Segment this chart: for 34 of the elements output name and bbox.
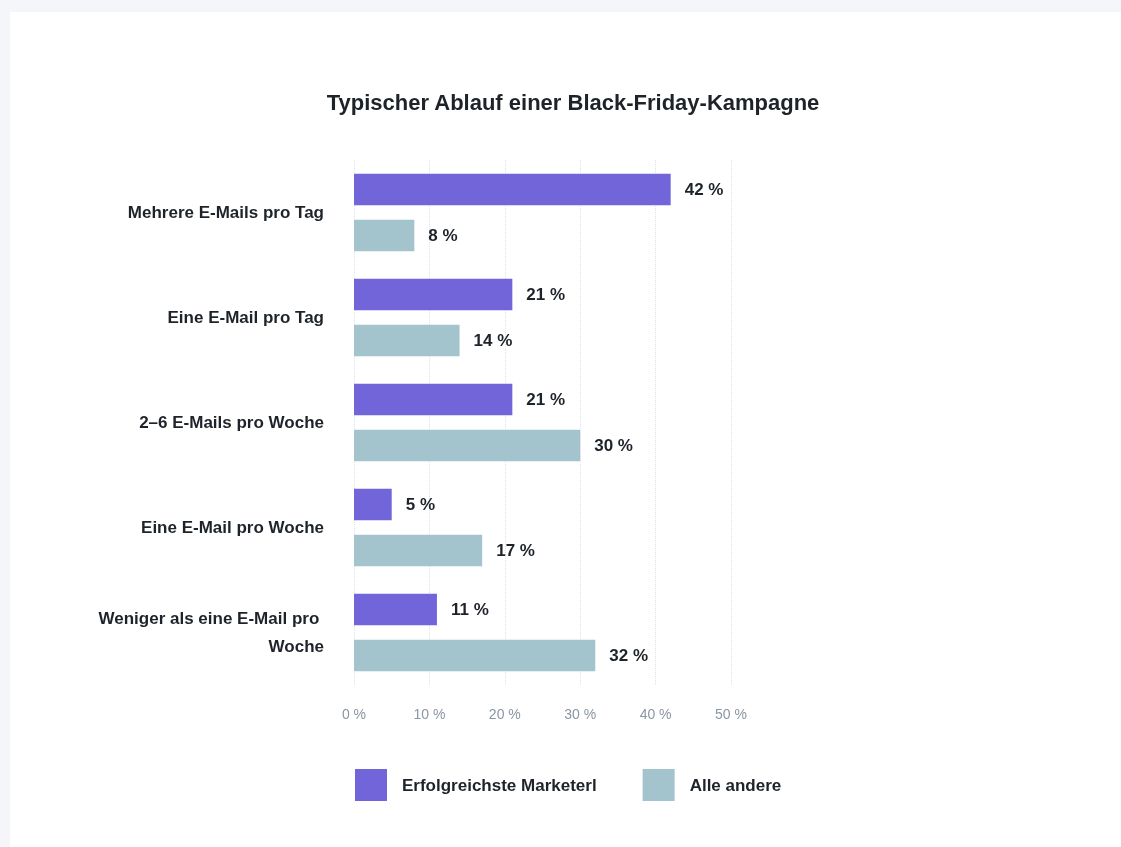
bar — [354, 278, 513, 311]
data-label: 21 % — [526, 285, 566, 305]
data-label: 5 % — [405, 495, 435, 515]
chart-title: Typischer Ablauf einer Black-Friday-Kampagne — [326, 89, 820, 115]
bar — [354, 593, 437, 626]
bar — [354, 429, 581, 462]
bar — [354, 488, 392, 521]
data-label: 21 % — [526, 390, 566, 410]
data-label: 8 % — [428, 225, 458, 245]
data-label: 30 % — [594, 435, 633, 455]
bar — [354, 383, 513, 416]
y-tick-label: Eine E-Mail pro Woche — [141, 518, 324, 537]
data-label: 32 % — [609, 645, 649, 665]
x-tick-label: 0 % — [341, 706, 367, 722]
x-tick-label: 40 % — [639, 706, 672, 722]
x-tick-label: 50 % — [715, 706, 747, 722]
x-tick-label: 10 % — [413, 706, 446, 722]
y-tick-label: Eine E-Mail pro Tag — [167, 308, 324, 327]
y-tick-label: Mehrere E-Mails pro Tag — [127, 203, 324, 222]
x-tick-label: 20 % — [488, 706, 521, 722]
data-label: 11 % — [450, 600, 489, 620]
x-tick-label: 30 % — [564, 706, 597, 722]
legend-label: Alle andere — [689, 775, 782, 795]
bar — [354, 173, 671, 206]
y-tick-label: 2–6 E-Mails pro Woche — [139, 413, 324, 432]
data-label: 14 % — [473, 330, 513, 350]
y-tick-label: Weniger als eine E-Mail pro Woche — [98, 609, 324, 656]
data-label: 17 % — [496, 540, 535, 560]
bar — [354, 324, 460, 357]
bar — [354, 534, 483, 567]
bar — [354, 639, 596, 672]
bar — [354, 219, 415, 252]
data-label: 42 % — [684, 180, 724, 200]
legend-label: Erfolgreichste Marketerl — [402, 775, 597, 795]
